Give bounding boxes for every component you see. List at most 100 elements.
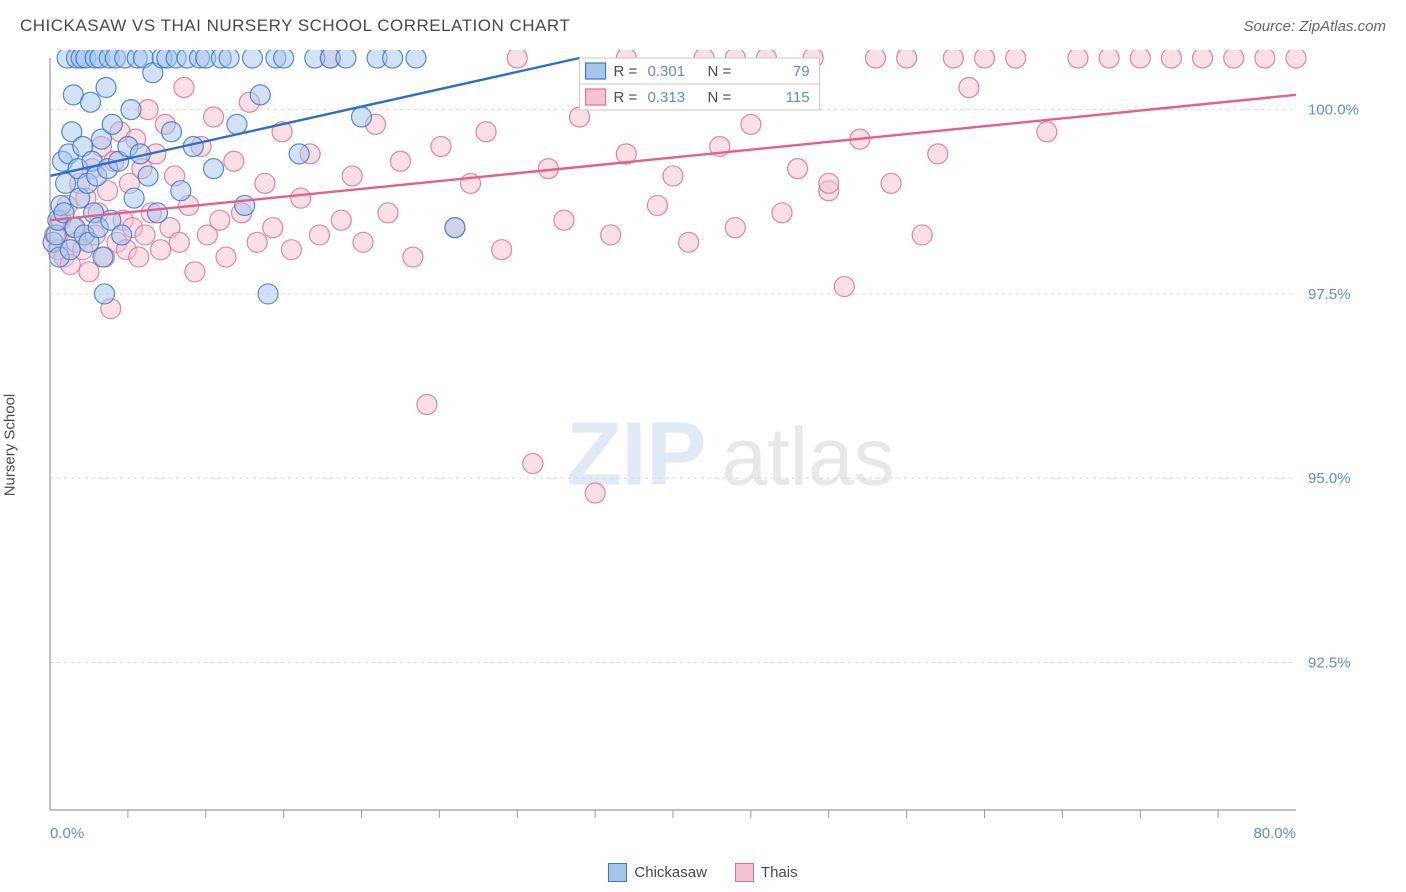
data-point	[943, 50, 963, 68]
data-point	[250, 85, 270, 105]
bottom-legend: Chickasaw Thais	[20, 863, 1386, 882]
chart-header: CHICKASAW VS THAI NURSERY SCHOOL CORRELA…	[20, 16, 1386, 36]
data-point	[247, 232, 267, 252]
data-point	[1255, 50, 1275, 68]
data-point	[274, 50, 294, 68]
data-point	[342, 166, 362, 186]
data-point	[1224, 50, 1244, 68]
data-point	[1130, 50, 1150, 68]
data-point	[1286, 50, 1306, 68]
data-point	[507, 50, 527, 68]
data-point	[959, 77, 979, 97]
stats-swatch	[586, 63, 606, 79]
chart-area: Nursery School 92.5%95.0%97.5%100.0%ZIPa…	[20, 50, 1386, 840]
data-point	[112, 225, 132, 245]
data-point	[897, 50, 917, 68]
data-point	[417, 395, 437, 415]
data-point	[679, 232, 699, 252]
data-point	[1037, 122, 1057, 142]
stats-n-label: N =	[708, 63, 732, 80]
data-point	[185, 262, 205, 282]
data-point	[309, 225, 329, 245]
data-point	[129, 247, 149, 267]
data-point	[174, 77, 194, 97]
data-point	[102, 114, 122, 134]
legend-swatch-thais	[735, 863, 754, 882]
data-point	[121, 100, 141, 120]
data-point	[1006, 50, 1026, 68]
y-axis-label: Nursery School	[2, 394, 19, 497]
data-point	[147, 203, 167, 223]
data-point	[601, 225, 621, 245]
data-point	[912, 225, 932, 245]
data-point	[281, 240, 301, 260]
data-point	[96, 77, 116, 97]
stats-swatch	[586, 89, 606, 105]
data-point	[171, 181, 191, 201]
data-point	[819, 173, 839, 193]
data-point	[219, 50, 239, 68]
data-point	[263, 218, 283, 238]
data-point	[390, 151, 410, 171]
stats-r-value: 0.301	[648, 63, 686, 80]
legend-label-thais: Thais	[761, 864, 798, 881]
chart-source: Source: ZipAtlas.com	[1243, 18, 1386, 35]
data-point	[93, 247, 113, 267]
data-point	[834, 277, 854, 297]
scatter-plot: 92.5%95.0%97.5%100.0%ZIPatlas0.0%80.0%R …	[20, 50, 1386, 840]
data-point	[725, 218, 745, 238]
y-tick-label: 100.0%	[1308, 102, 1359, 119]
data-point	[647, 195, 667, 215]
data-point	[258, 284, 278, 304]
data-point	[204, 159, 224, 179]
y-tick-label: 97.5%	[1308, 286, 1351, 303]
data-point	[788, 159, 808, 179]
x-tick-label: 80.0%	[1253, 825, 1296, 840]
data-point	[1193, 50, 1213, 68]
watermark-atlas: atlas	[721, 412, 894, 503]
data-point	[431, 136, 451, 156]
data-point	[492, 240, 512, 260]
data-point	[353, 232, 373, 252]
data-point	[138, 166, 158, 186]
data-point	[151, 240, 171, 260]
data-point	[331, 210, 351, 230]
data-point	[928, 144, 948, 164]
data-point	[741, 114, 761, 134]
chart-title: CHICKASAW VS THAI NURSERY SCHOOL CORRELA…	[20, 16, 570, 36]
stats-r-value: 0.313	[648, 89, 686, 106]
data-point	[95, 284, 115, 304]
data-point	[445, 218, 465, 238]
data-point	[336, 50, 356, 68]
data-point	[772, 203, 792, 223]
data-point	[210, 210, 230, 230]
data-point	[585, 483, 605, 503]
data-point	[554, 210, 574, 230]
data-point	[383, 50, 403, 68]
legend-swatch-chickasaw	[608, 863, 627, 882]
data-point	[881, 173, 901, 193]
data-point	[378, 203, 398, 223]
legend-item-thais: Thais	[735, 863, 798, 882]
data-point	[406, 50, 426, 68]
data-point	[975, 50, 995, 68]
stats-r-label: R =	[614, 63, 638, 80]
data-point	[476, 122, 496, 142]
legend-item-chickasaw: Chickasaw	[608, 863, 707, 882]
data-point	[663, 166, 683, 186]
data-point	[352, 107, 372, 127]
data-point	[227, 114, 247, 134]
data-point	[224, 151, 244, 171]
data-point	[291, 188, 311, 208]
data-point	[80, 92, 100, 112]
x-tick-label: 0.0%	[50, 825, 84, 840]
data-point	[523, 453, 543, 473]
legend-label-chickasaw: Chickasaw	[634, 864, 707, 881]
data-point	[1161, 50, 1181, 68]
data-point	[216, 247, 236, 267]
data-point	[403, 247, 423, 267]
data-point	[204, 107, 224, 127]
y-tick-label: 92.5%	[1308, 655, 1351, 672]
data-point	[161, 122, 181, 142]
data-point	[255, 173, 275, 193]
